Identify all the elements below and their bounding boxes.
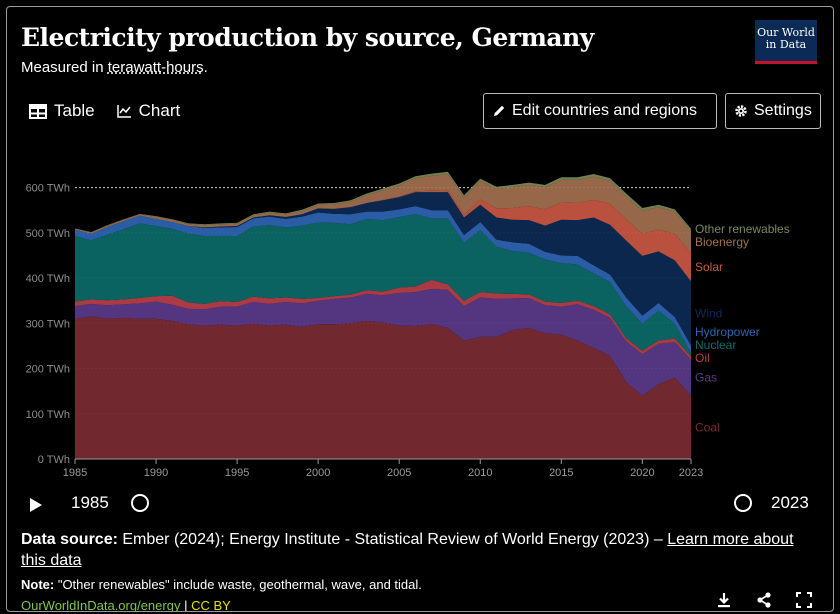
- note-text: "Other renewables" include waste, geothe…: [54, 577, 422, 592]
- site-link[interactable]: OurWorldInData.org/energy: [21, 598, 181, 612]
- view-tabs: Table Chart: [29, 101, 180, 121]
- timeline-end-year: 2023: [771, 493, 809, 512]
- legend-label-nuclear: Nuclear: [695, 338, 736, 352]
- legend-label-wind: Wind: [695, 306, 722, 320]
- y-tick-label: 300 TWh: [26, 318, 70, 330]
- x-tick-label: 2015: [549, 467, 573, 477]
- area-wind: [75, 192, 691, 346]
- chart-title: Electricity production by source, German…: [21, 23, 594, 52]
- footer-credits: OurWorldInData.org/energy | CC BY: [21, 598, 231, 612]
- logo-line-2: in Data: [765, 38, 807, 51]
- area-solar: [75, 190, 691, 282]
- y-tick-label: 200 TWh: [26, 364, 70, 376]
- legend-label-other_renewables: Other renewables: [695, 222, 790, 236]
- stacked-area-chart: 0 TWh 100 TWh 200 TWh 300 TWh 400 TWh 500 TWh…: [26, 171, 790, 477]
- legend-label-hydropower: Hydropower: [695, 325, 760, 339]
- timeline-end-handle[interactable]: [734, 494, 752, 512]
- legend-label-coal: Coal: [695, 420, 720, 434]
- pencil-icon: [494, 105, 505, 116]
- timeline-start-handle[interactable]: [131, 494, 149, 512]
- area-bioenergy: [75, 174, 691, 254]
- license-link[interactable]: CC BY: [191, 598, 231, 612]
- note-label: Note:: [21, 577, 55, 592]
- edit-countries-label: Edit countries and regions: [512, 102, 697, 119]
- download-icon[interactable]: [715, 591, 733, 609]
- x-tick-label: 1995: [225, 467, 249, 477]
- chart-card: Electricity production by source, German…: [6, 6, 834, 612]
- subtitle-prefix: Measured in: [21, 59, 108, 76]
- legend-label-solar: Solar: [695, 260, 723, 274]
- tab-table-label: Table: [54, 101, 95, 120]
- legend-label-bioenergy: Bioenergy: [695, 235, 749, 249]
- y-tick-label: 600 TWh: [26, 183, 70, 195]
- area-hydropower: [75, 206, 691, 354]
- x-tick-label: 2000: [306, 467, 330, 477]
- timeline-start-year: 1985: [71, 493, 109, 512]
- x-tick-label: 1990: [144, 467, 168, 477]
- x-tick-label: 2005: [387, 467, 411, 477]
- subtitle-suffix: .: [203, 59, 208, 76]
- tab-chart-label: Chart: [138, 101, 181, 120]
- source-label: Data source:: [21, 531, 118, 548]
- logo-line-1: Our World: [757, 26, 815, 39]
- area-oil: [75, 279, 691, 360]
- legend-label-gas: Gas: [695, 371, 717, 385]
- gear-icon: [735, 105, 747, 117]
- data-source: Data source: Ember (2024); Energy Instit…: [21, 529, 811, 571]
- share-icon[interactable]: [755, 591, 773, 609]
- table-icon: [29, 103, 47, 119]
- x-tick-label: 2023: [679, 467, 703, 477]
- x-tick-label: 2010: [468, 467, 492, 477]
- chart-subtitle: Measured in terawatt-hours.: [21, 59, 208, 76]
- area-gas: [75, 288, 691, 396]
- y-tick-label: 500 TWh: [26, 228, 70, 240]
- line-chart-icon: [116, 105, 131, 118]
- area-coal: [75, 316, 691, 459]
- legend-label-oil: Oil: [695, 351, 710, 365]
- area-nuclear: [75, 214, 691, 357]
- owid-logo[interactable]: Our World in Data: [755, 20, 817, 64]
- footer-separator: |: [180, 598, 192, 612]
- tab-table[interactable]: Table: [29, 101, 95, 121]
- source-text: Ember (2024); Energy Institute - Statist…: [117, 531, 668, 548]
- settings-button[interactable]: Settings: [725, 93, 821, 129]
- x-tick-label: 1985: [63, 467, 87, 477]
- unit-definition-link[interactable]: terawatt-hours: [107, 59, 204, 76]
- y-tick-label: 100 TWh: [26, 409, 70, 421]
- x-tick-label: 2020: [630, 467, 654, 477]
- edit-countries-button[interactable]: Edit countries and regions: [483, 93, 717, 129]
- settings-label: Settings: [754, 102, 812, 119]
- fullscreen-icon[interactable]: [795, 591, 813, 609]
- y-tick-label: 0 TWh: [38, 454, 70, 466]
- tab-chart[interactable]: Chart: [116, 101, 181, 121]
- learn-more-link[interactable]: Learn more about this data: [21, 531, 794, 569]
- play-icon[interactable]: [29, 497, 43, 513]
- y-tick-label: 400 TWh: [26, 273, 70, 285]
- chart-note: Note: "Other renewables" include waste, …: [21, 577, 422, 592]
